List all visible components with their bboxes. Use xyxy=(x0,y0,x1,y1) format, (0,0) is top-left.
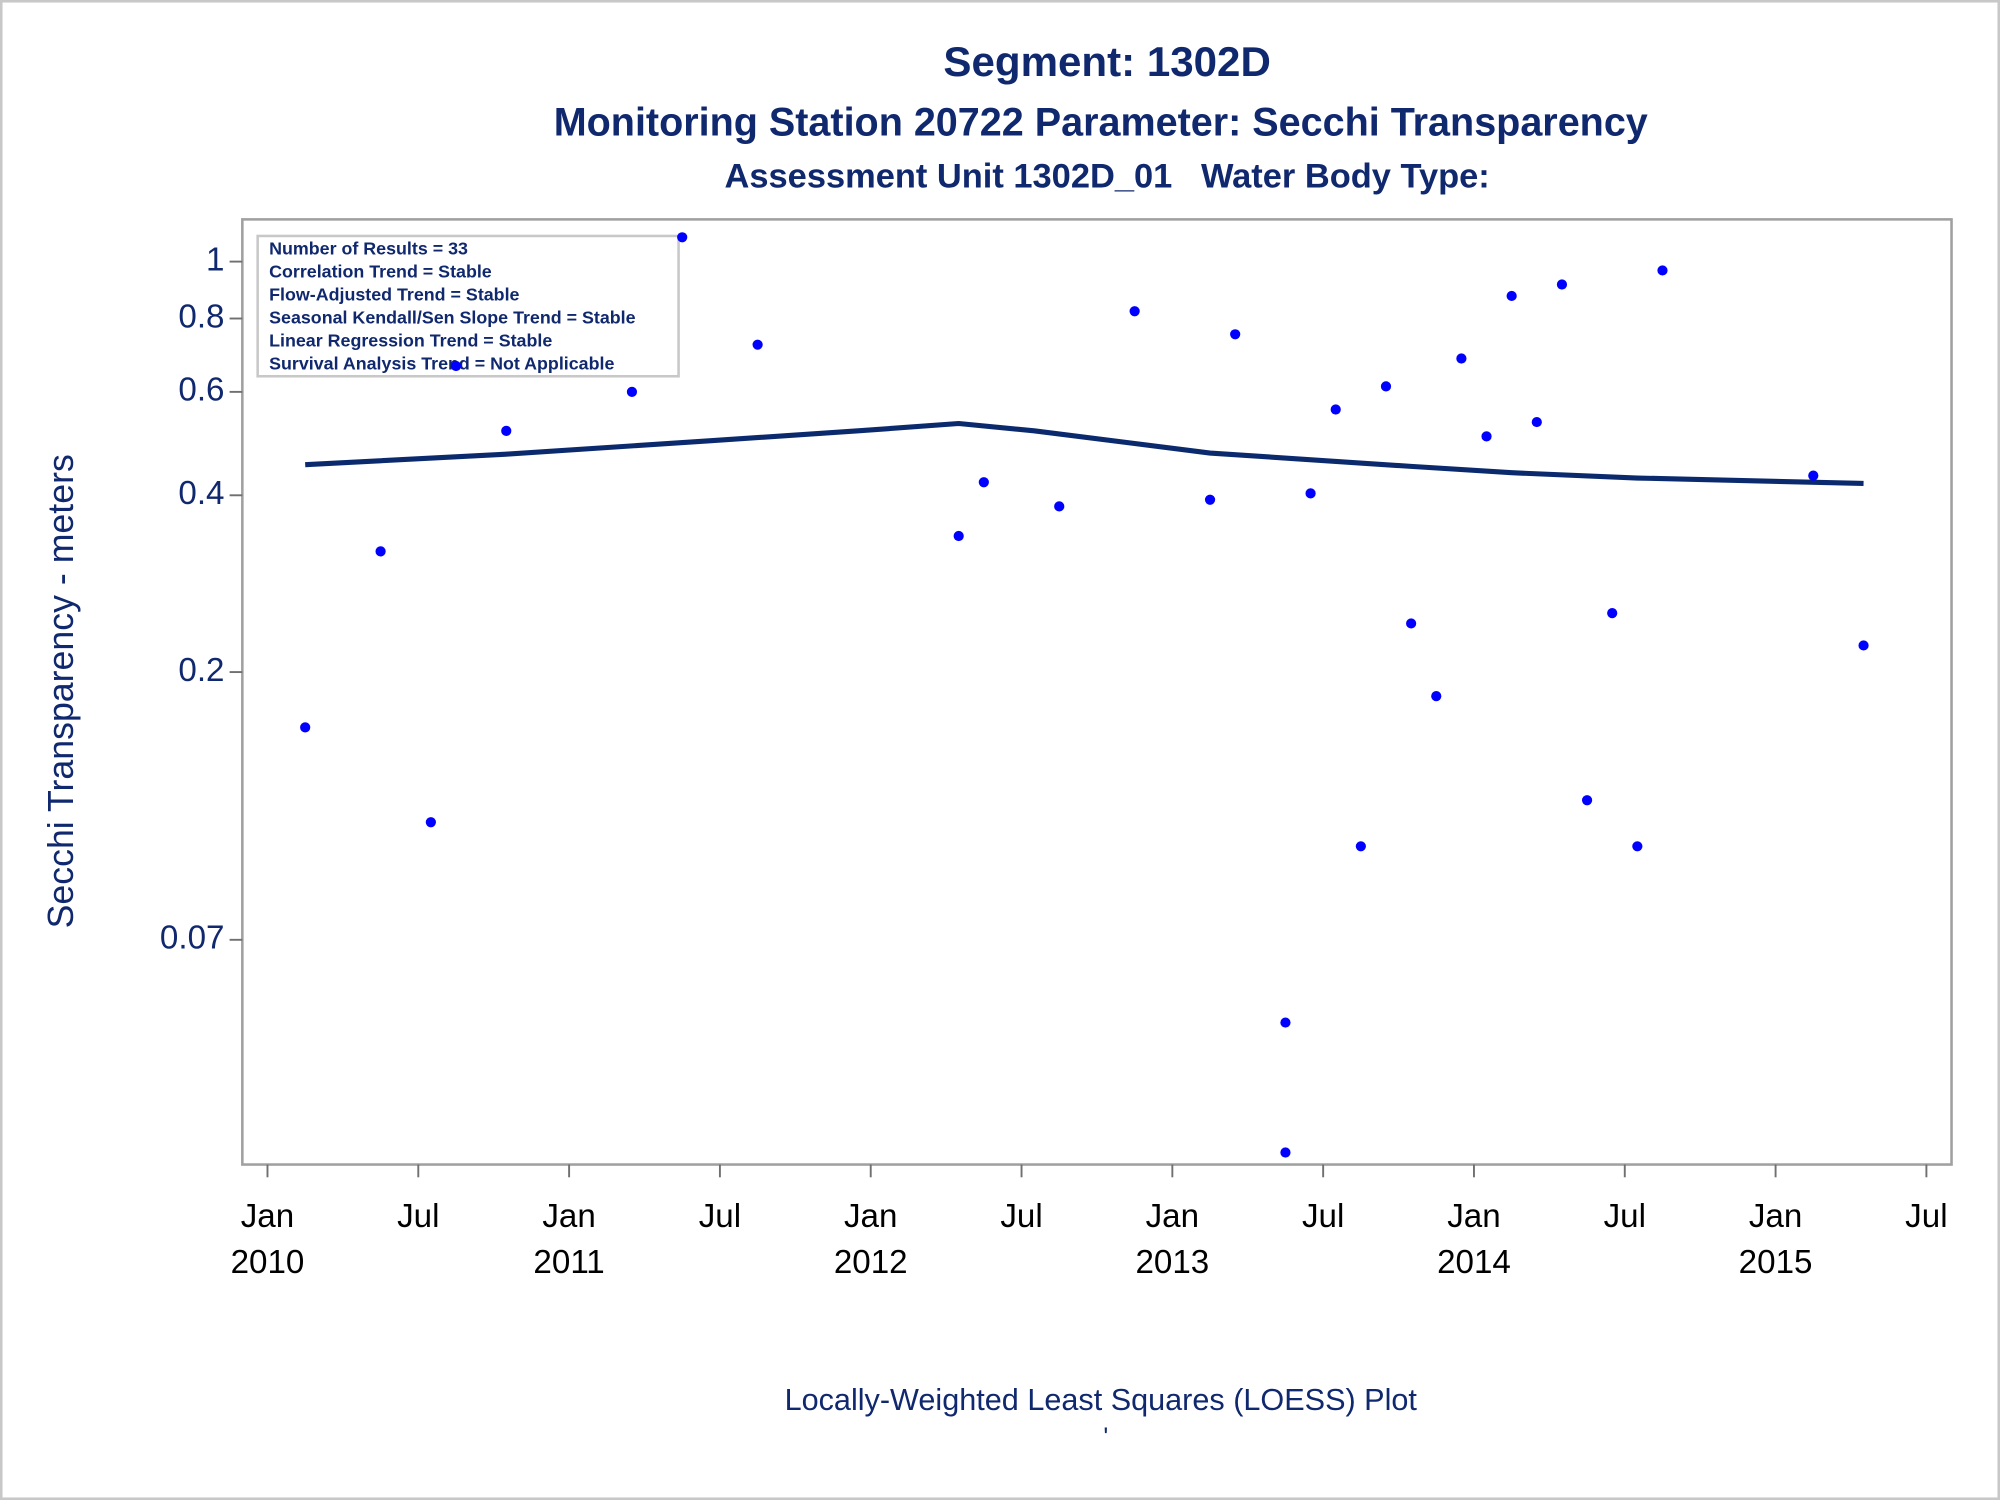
data-point xyxy=(1657,265,1668,276)
data-point xyxy=(375,546,386,557)
data-point xyxy=(1280,1147,1291,1158)
y-tick-label: 0.2 xyxy=(178,652,224,689)
data-point xyxy=(1456,353,1467,364)
data-point xyxy=(1280,1017,1291,1028)
x-tick-label: Jul xyxy=(397,1198,439,1235)
data-point xyxy=(978,477,989,488)
x-tick-label: Jul xyxy=(1905,1198,1947,1235)
y-axis-label: Secchi Transparency - meters xyxy=(41,454,81,928)
data-point xyxy=(752,339,763,350)
data-point xyxy=(450,360,462,372)
x-tick-label: Jul xyxy=(1000,1198,1042,1235)
data-point xyxy=(626,386,638,397)
data-point xyxy=(1204,494,1216,505)
y-tick-label: 1 xyxy=(206,241,224,278)
footnote: Locally-Weighted Least Squares (LOESS) P… xyxy=(785,1383,1418,1417)
x-tick-label: Jan 2013 xyxy=(1135,1198,1209,1281)
data-point xyxy=(1230,329,1241,340)
data-point xyxy=(1054,501,1065,512)
data-point xyxy=(1481,431,1492,442)
data-point xyxy=(1330,404,1341,415)
footnote: ' xyxy=(1103,1424,1108,1452)
y-tick-label: 0.6 xyxy=(178,372,224,409)
data-point xyxy=(1380,381,1392,392)
x-tick-label: Jul xyxy=(1302,1198,1344,1235)
data-point xyxy=(1581,795,1593,806)
annotation: Seasonal Kendall/Sen Slope Trend = Stabl… xyxy=(269,308,635,328)
data-point xyxy=(677,232,688,243)
x-tick-label: Jan 2015 xyxy=(1739,1198,1813,1281)
data-point xyxy=(1531,416,1542,428)
annotation: Flow-Adjusted Trend = Stable xyxy=(269,285,519,305)
data-point xyxy=(1431,691,1442,702)
annotation: Number of Results = 33 xyxy=(269,239,468,259)
x-tick-label: Jul xyxy=(1604,1198,1646,1235)
data-point xyxy=(1858,640,1869,651)
y-tick-label: 0.8 xyxy=(178,298,224,335)
x-tick-label: Jan 2011 xyxy=(533,1198,604,1281)
x-tick-label: Jan 2014 xyxy=(1437,1198,1511,1281)
loess-line xyxy=(305,420,1864,487)
data-point xyxy=(953,530,964,542)
data-point xyxy=(425,817,436,828)
plot-frame xyxy=(241,218,1953,1166)
data-point xyxy=(1305,488,1316,499)
annotation: Survival Analysis Trend = Not Applicable xyxy=(269,354,614,374)
annotation: Linear Regression Trend = Stable xyxy=(269,331,552,351)
data-point xyxy=(1556,279,1568,290)
data-point xyxy=(1506,290,1517,302)
data-point xyxy=(1607,608,1618,619)
chart-subtitle: Assessment Unit 1302D_01 Water Body Type… xyxy=(725,158,1490,196)
x-tick-label: Jan 2010 xyxy=(231,1198,305,1281)
data-point xyxy=(1129,306,1140,317)
x-tick-label: Jan 2012 xyxy=(834,1198,908,1281)
y-tick-label: 0.4 xyxy=(178,475,224,512)
data-point xyxy=(300,722,311,733)
chart-title: Segment: 1302D xyxy=(943,38,1270,85)
annotation-box xyxy=(256,234,680,378)
data-point xyxy=(1355,841,1366,852)
data-point xyxy=(1808,470,1819,481)
annotation: Correlation Trend = Stable xyxy=(269,262,492,282)
data-point xyxy=(1632,841,1643,852)
chart-subtitle: Monitoring Station 20722 Parameter: Secc… xyxy=(554,100,1648,144)
data-point xyxy=(501,425,512,436)
x-tick-label: Jul xyxy=(699,1198,741,1235)
data-point xyxy=(1406,618,1417,629)
y-tick-label: 0.07 xyxy=(160,920,225,957)
